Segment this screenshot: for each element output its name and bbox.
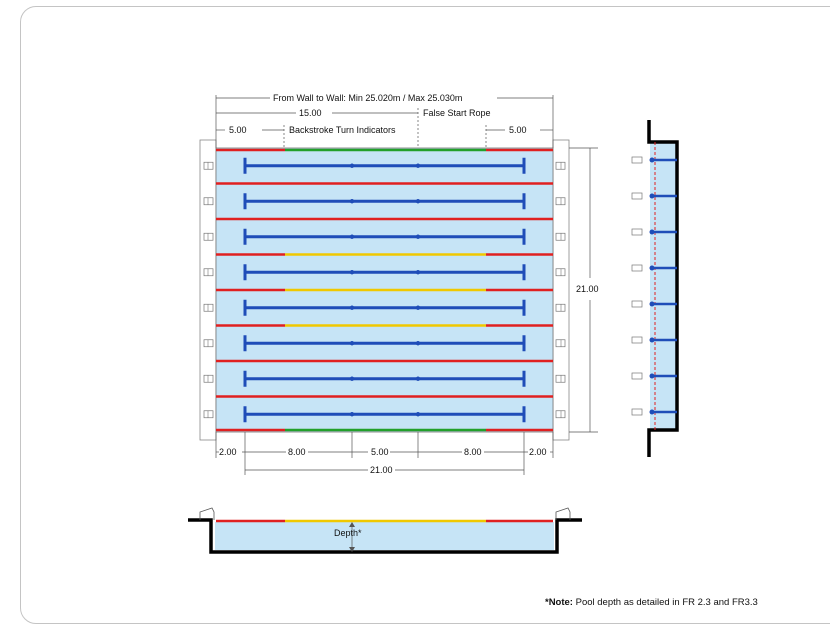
lane-ropes bbox=[216, 148, 553, 432]
side-lane-dot bbox=[649, 301, 655, 307]
bottom-segment-3: 5.00 bbox=[371, 447, 389, 457]
right-deck bbox=[552, 139, 570, 441]
plan-view bbox=[199, 139, 570, 441]
side-lane-dot bbox=[649, 193, 655, 199]
section-wall bbox=[188, 518, 582, 554]
starting-block-left bbox=[203, 197, 214, 206]
bottom-total-label: 21.00 bbox=[370, 465, 393, 475]
side-starting-block bbox=[631, 408, 643, 416]
section-water bbox=[215, 522, 554, 550]
lane-marking-dot bbox=[415, 376, 421, 381]
side-starting-block bbox=[631, 264, 643, 272]
left-deck bbox=[199, 139, 217, 441]
lane-marking-dot bbox=[349, 376, 355, 381]
starting-blocks-left bbox=[203, 161, 214, 419]
starting-block-left bbox=[203, 339, 214, 348]
lane-marking-dot bbox=[349, 270, 355, 275]
side-section-view bbox=[631, 120, 679, 457]
lane-marking-dot bbox=[349, 341, 355, 346]
lane-marking-dot bbox=[349, 234, 355, 239]
starting-block-right bbox=[555, 303, 566, 312]
starting-block-right bbox=[555, 268, 566, 277]
starting-block-left bbox=[203, 232, 214, 241]
lane-marking-dot bbox=[349, 163, 355, 168]
starting-block-left bbox=[203, 268, 214, 277]
starting-block-right bbox=[555, 410, 566, 419]
footnote-text: Pool depth as detailed in FR 2.3 and FR3… bbox=[573, 597, 758, 608]
backstroke-left-distance-label: 5.00 bbox=[229, 125, 247, 135]
side-water bbox=[650, 142, 677, 430]
side-lane-dot bbox=[649, 157, 655, 163]
starting-block-right bbox=[555, 161, 566, 170]
backstroke-indicators-label: Backstroke Turn Indicators bbox=[289, 125, 396, 135]
width-dimension bbox=[569, 147, 598, 433]
lane-marking-dot bbox=[415, 412, 421, 417]
side-starting-block bbox=[631, 228, 643, 236]
lane-markings bbox=[243, 157, 526, 423]
lane-marking-dot bbox=[415, 234, 421, 239]
side-starting-block bbox=[631, 336, 643, 344]
false-start-distance-label: 15.00 bbox=[299, 108, 322, 118]
side-lane-dot bbox=[649, 265, 655, 271]
side-lane-dot bbox=[649, 337, 655, 343]
starting-blocks-right bbox=[555, 161, 566, 419]
side-lane-dot bbox=[649, 373, 655, 379]
starting-block-right bbox=[555, 197, 566, 206]
bottom-segment-1: 2.00 bbox=[219, 447, 237, 457]
pool-width-label: 21.00 bbox=[576, 284, 599, 294]
lane-marking-dot bbox=[349, 199, 355, 204]
long-section-view bbox=[188, 507, 582, 554]
bottom-segment-5: 2.00 bbox=[529, 447, 547, 457]
section-block-right bbox=[555, 507, 571, 520]
bottom-segment-4: 8.00 bbox=[464, 447, 482, 457]
starting-block-left bbox=[203, 410, 214, 419]
lane-marking-dot bbox=[349, 412, 355, 417]
side-wall bbox=[647, 120, 679, 457]
top-dimensions bbox=[215, 95, 554, 148]
starting-block-left bbox=[203, 303, 214, 312]
side-starting-block bbox=[631, 156, 643, 164]
side-starting-block bbox=[631, 192, 643, 200]
side-lane-dot bbox=[649, 229, 655, 235]
starting-block-right bbox=[555, 374, 566, 383]
side-lane-marks bbox=[631, 156, 677, 416]
side-lane-dot bbox=[649, 409, 655, 415]
bottom-dimensions bbox=[215, 432, 554, 475]
side-starting-block bbox=[631, 372, 643, 380]
bottom-segment-2: 8.00 bbox=[288, 447, 306, 457]
lane-marking-dot bbox=[415, 163, 421, 168]
footnote: *Note: Pool depth as detailed in FR 2.3 … bbox=[545, 597, 758, 608]
lane-marking-dot bbox=[415, 341, 421, 346]
starting-block-left bbox=[203, 161, 214, 170]
side-starting-block bbox=[631, 300, 643, 308]
lane-marking-dot bbox=[415, 199, 421, 204]
depth-label: Depth* bbox=[334, 528, 362, 538]
lane-marking-dot bbox=[349, 305, 355, 310]
footnote-prefix: *Note: bbox=[545, 597, 573, 608]
starting-block-right bbox=[555, 339, 566, 348]
false-start-rope-label: False Start Rope bbox=[423, 108, 491, 118]
starting-block-right bbox=[555, 232, 566, 241]
backstroke-right-distance-label: 5.00 bbox=[509, 125, 527, 135]
starting-block-left bbox=[203, 374, 214, 383]
section-block-left bbox=[199, 507, 215, 520]
wall-to-wall-label: From Wall to Wall: Min 25.020m / Max 25.… bbox=[273, 93, 462, 103]
lane-marking-dot bbox=[415, 270, 421, 275]
lane-marking-dot bbox=[415, 305, 421, 310]
